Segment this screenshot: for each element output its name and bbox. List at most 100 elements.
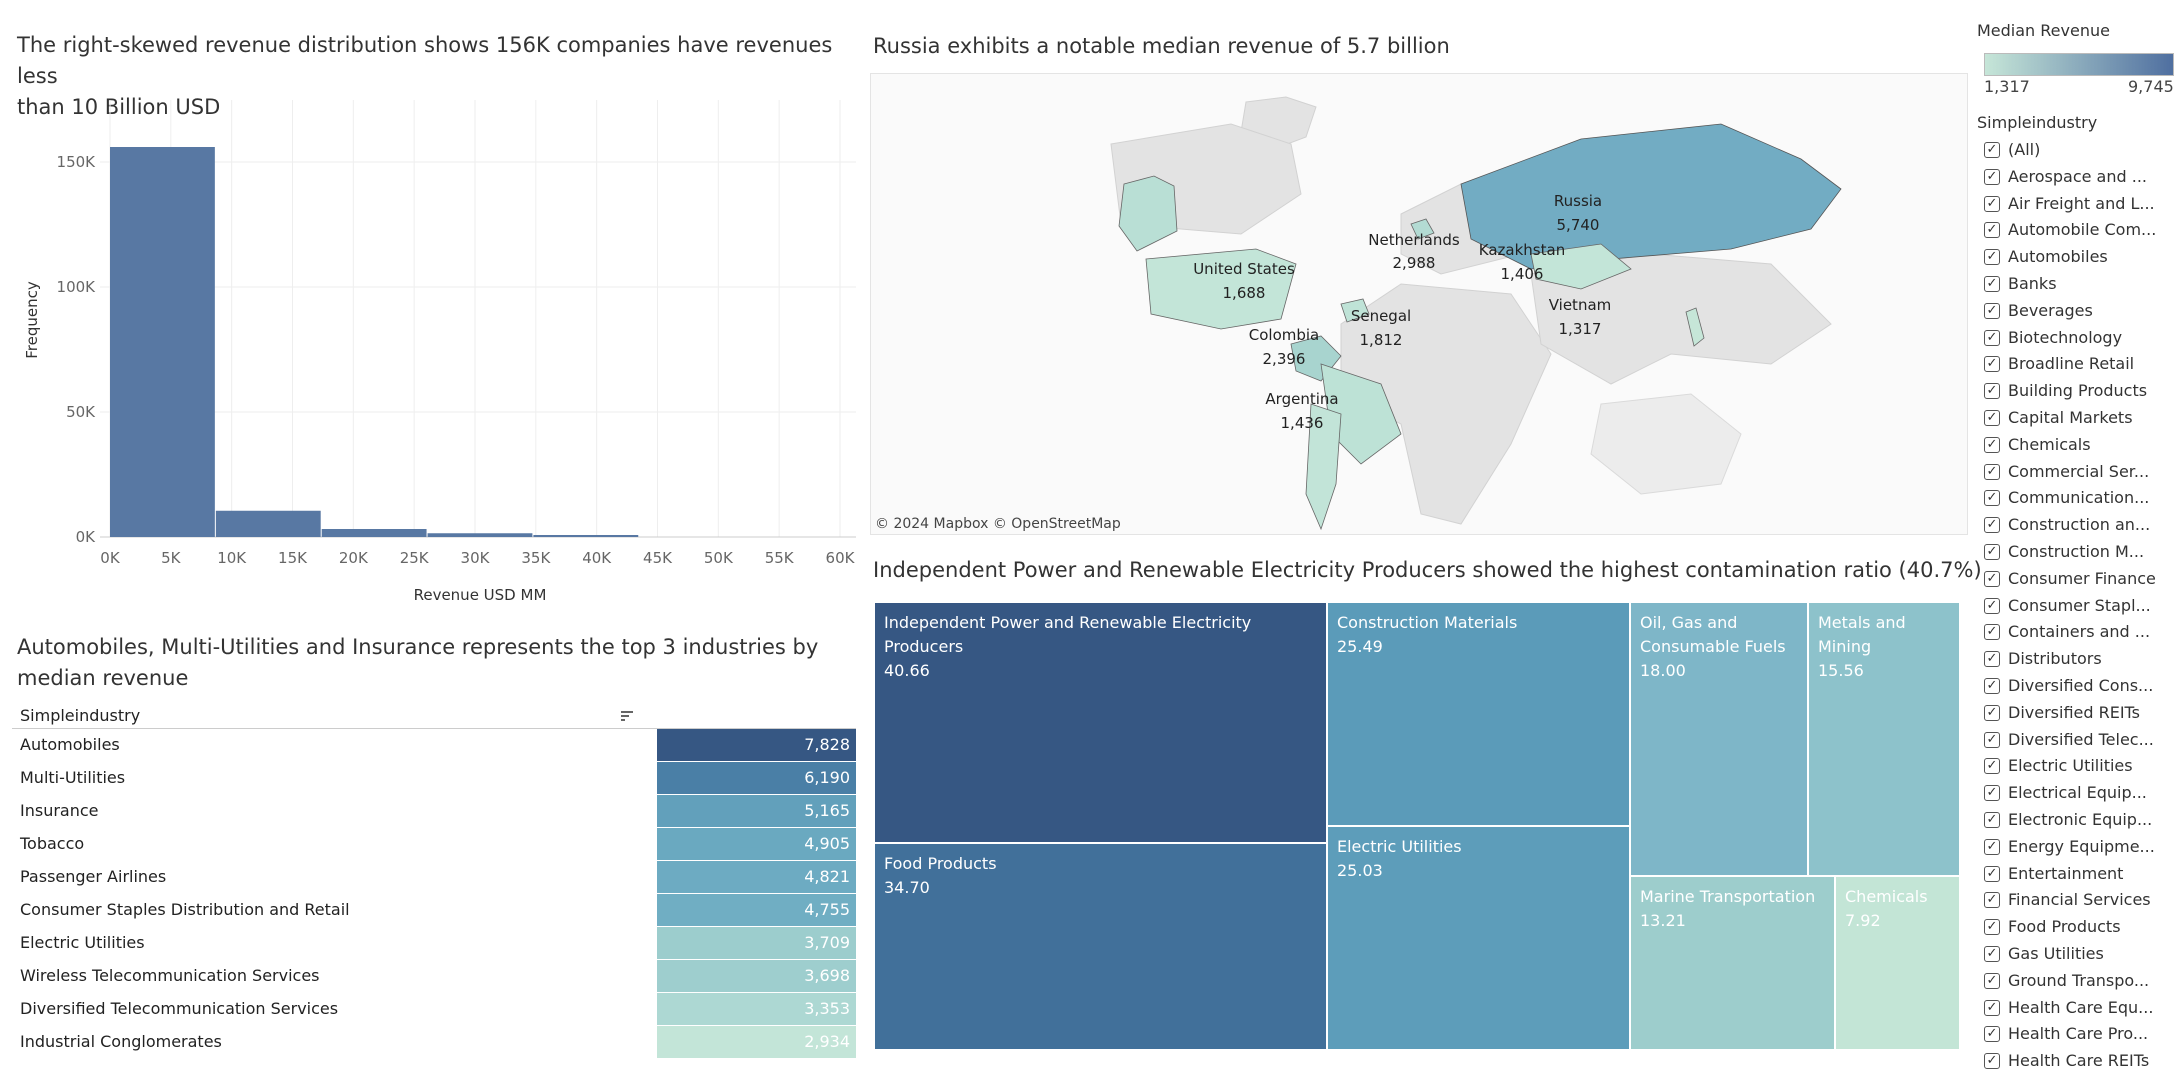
checkbox-checked-icon[interactable]: ✓: [1984, 356, 2000, 373]
table-row[interactable]: Diversified Telecommunication Services 3,…: [12, 993, 856, 1026]
table-row[interactable]: Industrial Conglomerates 2,934: [12, 1026, 856, 1059]
treemap-cell[interactable]: Metals and Mining 15.56: [1808, 602, 1960, 876]
checkbox-checked-icon[interactable]: ✓: [1984, 1026, 2000, 1043]
treemap-cell[interactable]: Oil, Gas and Consumable Fuels 18.00: [1630, 602, 1808, 876]
checkbox-checked-icon[interactable]: ✓: [1984, 302, 2000, 319]
filter-item[interactable]: ✓ Consumer Stapl...: [1984, 595, 2174, 621]
checkbox-checked-icon[interactable]: ✓: [1984, 624, 2000, 641]
treemap-cell[interactable]: Construction Materials 25.49: [1327, 602, 1630, 826]
histogram-bar[interactable]: [321, 529, 427, 537]
filter-item[interactable]: ✓ (All): [1984, 139, 2174, 165]
sort-icon[interactable]: [620, 708, 634, 722]
histogram-bar[interactable]: [215, 510, 321, 537]
checkbox-checked-icon[interactable]: ✓: [1984, 785, 2000, 802]
table-row[interactable]: Passenger Airlines 4,821: [12, 861, 856, 894]
checkbox-checked-icon[interactable]: ✓: [1984, 436, 2000, 453]
checkbox-checked-icon[interactable]: ✓: [1984, 972, 2000, 989]
table-row[interactable]: Wireless Telecommunication Services 3,698: [12, 960, 856, 993]
filter-item[interactable]: ✓ Air Freight and L...: [1984, 193, 2174, 219]
checkbox-checked-icon[interactable]: ✓: [1984, 168, 2000, 185]
checkbox-checked-icon[interactable]: ✓: [1984, 249, 2000, 266]
histogram-bar[interactable]: [427, 533, 533, 537]
filter-item[interactable]: ✓ Financial Services: [1984, 889, 2174, 915]
checkbox-checked-icon[interactable]: ✓: [1984, 758, 2000, 775]
filter-item[interactable]: ✓ Automobile Com...: [1984, 219, 2174, 245]
filter-item[interactable]: ✓ Chemicals: [1984, 434, 2174, 460]
filter-item[interactable]: ✓ Food Products: [1984, 916, 2174, 942]
filter-item[interactable]: ✓ Health Care Equ...: [1984, 997, 2174, 1023]
filter-item[interactable]: ✓ Energy Equipme...: [1984, 836, 2174, 862]
histogram-bar[interactable]: [533, 535, 639, 537]
checkbox-checked-icon[interactable]: ✓: [1984, 731, 2000, 748]
filter-item[interactable]: ✓ Construction M...: [1984, 541, 2174, 567]
filter-item[interactable]: ✓ Diversified Telec...: [1984, 729, 2174, 755]
checkbox-checked-icon[interactable]: ✓: [1984, 892, 2000, 909]
filter-item[interactable]: ✓ Entertainment: [1984, 863, 2174, 889]
checkbox-checked-icon[interactable]: ✓: [1984, 865, 2000, 882]
filter-item[interactable]: ✓ Commercial Ser...: [1984, 461, 2174, 487]
filter-item[interactable]: ✓ Health Care REITs: [1984, 1050, 2174, 1076]
filter-item[interactable]: ✓ Automobiles: [1984, 246, 2174, 272]
checkbox-checked-icon[interactable]: ✓: [1984, 999, 2000, 1016]
filter-item[interactable]: ✓ Diversified Cons...: [1984, 675, 2174, 701]
checkbox-checked-icon[interactable]: ✓: [1984, 463, 2000, 480]
filter-item[interactable]: ✓ Beverages: [1984, 300, 2174, 326]
treemap-cell[interactable]: Marine Transportation 13.21: [1630, 876, 1835, 1050]
filter-item[interactable]: ✓ Aerospace and ...: [1984, 166, 2174, 192]
filter-item[interactable]: ✓ Capital Markets: [1984, 407, 2174, 433]
filter-item[interactable]: ✓ Containers and ...: [1984, 621, 2174, 647]
table-row[interactable]: Consumer Staples Distribution and Retail…: [12, 894, 856, 927]
checkbox-checked-icon[interactable]: ✓: [1984, 544, 2000, 560]
checkbox-checked-icon[interactable]: ✓: [1984, 195, 2000, 212]
checkbox-checked-icon[interactable]: ✓: [1984, 838, 2000, 855]
checkbox-checked-icon[interactable]: ✓: [1984, 570, 2000, 587]
filter-item[interactable]: ✓ Electric Utilities: [1984, 755, 2174, 781]
checkbox-checked-icon[interactable]: ✓: [1984, 329, 2000, 346]
filter-item[interactable]: ✓ Broadline Retail: [1984, 353, 2174, 379]
filter-item[interactable]: ✓ Health Care Pro...: [1984, 1023, 2174, 1049]
checkbox-checked-icon[interactable]: ✓: [1984, 704, 2000, 721]
checkbox-checked-icon[interactable]: ✓: [1984, 812, 2000, 828]
checkbox-checked-icon[interactable]: ✓: [1984, 383, 2000, 400]
filter-item[interactable]: ✓ Communication...: [1984, 487, 2174, 513]
checkbox-checked-icon[interactable]: ✓: [1984, 919, 2000, 936]
checkbox-checked-icon[interactable]: ✓: [1984, 946, 2000, 962]
checkbox-checked-icon[interactable]: ✓: [1984, 276, 2000, 292]
table-row-label: Industrial Conglomerates: [20, 1032, 222, 1051]
filter-item[interactable]: ✓ Building Products: [1984, 380, 2174, 406]
treemap-cell[interactable]: Electric Utilities 25.03: [1327, 826, 1630, 1050]
table-row[interactable]: Electric Utilities 3,709: [12, 927, 856, 960]
checkbox-checked-icon[interactable]: ✓: [1984, 517, 2000, 534]
table-row[interactable]: Multi-Utilities 6,190: [12, 762, 856, 795]
histogram-bar[interactable]: [110, 147, 215, 537]
filter-item[interactable]: ✓ Electrical Equip...: [1984, 782, 2174, 808]
filter-item[interactable]: ✓ Banks: [1984, 273, 2174, 299]
filter-item[interactable]: ✓ Gas Utilities: [1984, 943, 2174, 969]
checkbox-checked-icon[interactable]: ✓: [1984, 410, 2000, 426]
map-view[interactable]: Russia 5,740 Netherlands 2,988 Kazakhsta…: [870, 73, 1968, 535]
filter-item[interactable]: ✓ Construction an...: [1984, 514, 2174, 540]
table-row[interactable]: Tobacco 4,905: [12, 828, 856, 861]
checkbox-checked-icon[interactable]: ✓: [1984, 1053, 2000, 1070]
checkbox-checked-icon[interactable]: ✓: [1984, 490, 2000, 507]
filter-item[interactable]: ✓ Electronic Equip...: [1984, 809, 2174, 835]
treemap-cell[interactable]: Food Products 34.70: [874, 843, 1327, 1050]
table-row[interactable]: Automobiles 7,828: [12, 729, 856, 762]
filter-item[interactable]: ✓ Ground Transpo...: [1984, 970, 2174, 996]
filter-item[interactable]: ✓ Consumer Finance: [1984, 568, 2174, 594]
checkbox-checked-icon[interactable]: ✓: [1984, 222, 2000, 239]
treemap-cell[interactable]: Independent Power and Renewable Electric…: [874, 602, 1327, 843]
checkbox-checked-icon[interactable]: ✓: [1984, 678, 2000, 694]
checkbox-checked-icon[interactable]: ✓: [1984, 651, 2000, 668]
table-row[interactable]: Insurance 5,165: [12, 795, 856, 828]
histogram-chart[interactable]: 0K 50K 100K 150K 0K 5K 10K 15K 20K 25K 30K 35K 40K 45…: [0, 90, 870, 630]
filter-item[interactable]: ✓ Diversified REITs: [1984, 702, 2174, 728]
treemap[interactable]: Independent Power and Renewable Electric…: [874, 602, 1960, 1050]
treemap-cell[interactable]: Chemicals 7.92: [1835, 876, 1960, 1050]
checkbox-checked-icon[interactable]: ✓: [1984, 142, 2000, 158]
table-row-value-cell: 5,165: [657, 795, 856, 827]
checkbox-checked-icon[interactable]: ✓: [1984, 597, 2000, 614]
map-attribution[interactable]: © 2024 Mapbox © OpenStreetMap: [875, 516, 1121, 532]
filter-item[interactable]: ✓ Biotechnology: [1984, 327, 2174, 353]
filter-item[interactable]: ✓ Distributors: [1984, 648, 2174, 674]
